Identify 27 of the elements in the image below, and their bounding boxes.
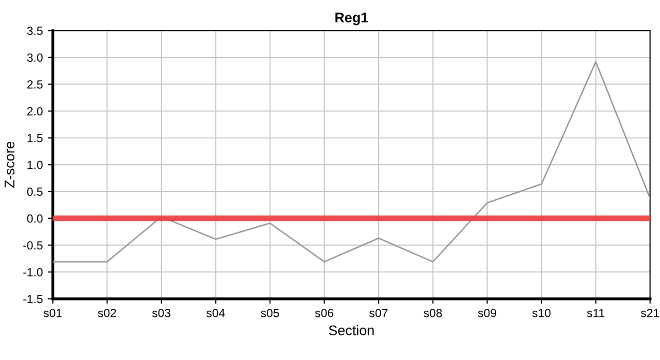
x-tick-label: s01 xyxy=(44,308,62,318)
y-tick-label: 1.0 xyxy=(28,160,43,170)
y-tick-label: 3.0 xyxy=(27,53,43,62)
y-tick-label: 0.0 xyxy=(27,214,43,223)
y-tick-label: 2.5 xyxy=(27,80,43,89)
x-tick-label: s09 xyxy=(478,308,496,318)
y-axis-title: Z-score xyxy=(4,142,14,188)
x-tick-label: s21 xyxy=(640,308,660,318)
y-tick-label: -1.5 xyxy=(23,294,43,304)
x-tick-label: s10 xyxy=(532,308,551,318)
y-tick-label: 2.0 xyxy=(27,107,43,116)
x-axis-title: Section xyxy=(328,325,374,336)
y-tick-label: -0.5 xyxy=(23,241,43,250)
x-tick-label: s02 xyxy=(98,308,116,318)
x-tick-label: s08 xyxy=(424,308,442,318)
x-tick-label: s11 xyxy=(587,308,604,318)
y-tick-label: -1.0 xyxy=(23,268,43,276)
y-tick-label: 3.5 xyxy=(27,26,43,35)
x-tick-label: s04 xyxy=(206,308,225,318)
x-tick-label: s05 xyxy=(260,308,280,318)
chart-title: Reg1 xyxy=(335,12,368,26)
y-tick-label: 1.5 xyxy=(28,134,43,142)
x-tick-label: s03 xyxy=(152,308,170,318)
x-tick-label: s07 xyxy=(369,308,388,318)
line-series xyxy=(52,61,650,262)
x-tick-label: s06 xyxy=(315,308,334,318)
y-tick-label: 0.5 xyxy=(27,188,43,196)
